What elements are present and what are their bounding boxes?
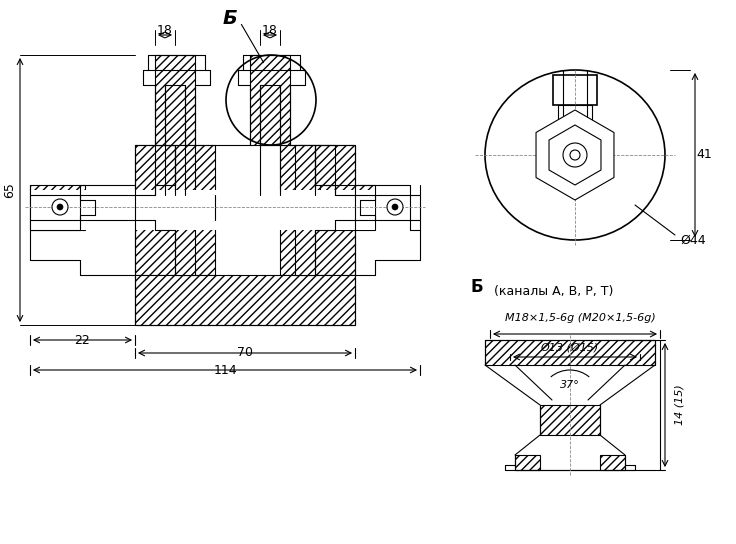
Bar bbox=[553, 75, 597, 105]
Bar bbox=[295, 145, 315, 275]
Bar bbox=[558, 105, 592, 123]
Circle shape bbox=[392, 204, 398, 210]
Text: 18: 18 bbox=[262, 23, 278, 36]
Bar bbox=[540, 405, 600, 435]
Bar bbox=[558, 105, 592, 123]
Text: 114: 114 bbox=[213, 363, 237, 376]
Text: (каналы А, В, Р, Т): (каналы А, В, Р, Т) bbox=[490, 286, 613, 299]
Polygon shape bbox=[536, 110, 614, 200]
Bar bbox=[30, 190, 375, 230]
Text: 70: 70 bbox=[237, 347, 253, 360]
Bar bbox=[175, 145, 195, 275]
Circle shape bbox=[57, 204, 63, 210]
Text: Б: Б bbox=[470, 278, 483, 296]
Text: 18: 18 bbox=[157, 23, 173, 36]
Text: 37°: 37° bbox=[560, 380, 580, 390]
Text: 22: 22 bbox=[74, 333, 90, 347]
Text: 65: 65 bbox=[4, 182, 16, 198]
Text: M18×1,5-6g (M20×1,5-6g): M18×1,5-6g (M20×1,5-6g) bbox=[505, 313, 655, 323]
Bar bbox=[135, 145, 215, 275]
Bar bbox=[485, 340, 655, 365]
Bar bbox=[260, 85, 280, 145]
Bar bbox=[165, 85, 185, 145]
Bar bbox=[280, 145, 355, 275]
Text: 41: 41 bbox=[696, 149, 712, 162]
Text: Ø13 (Ø15): Ø13 (Ø15) bbox=[541, 343, 599, 353]
Bar bbox=[600, 455, 625, 470]
Text: Б: Б bbox=[222, 9, 238, 28]
Text: 14 (15): 14 (15) bbox=[675, 385, 685, 425]
Bar bbox=[30, 185, 85, 230]
Circle shape bbox=[52, 199, 68, 215]
Circle shape bbox=[563, 143, 587, 167]
Ellipse shape bbox=[485, 70, 665, 240]
Bar bbox=[515, 455, 540, 470]
Text: Ø44: Ø44 bbox=[680, 233, 706, 246]
Bar bbox=[155, 55, 195, 145]
Bar bbox=[553, 75, 597, 105]
Circle shape bbox=[387, 199, 403, 215]
Bar bbox=[250, 55, 290, 145]
Bar bbox=[320, 185, 375, 230]
Bar bbox=[135, 275, 355, 325]
